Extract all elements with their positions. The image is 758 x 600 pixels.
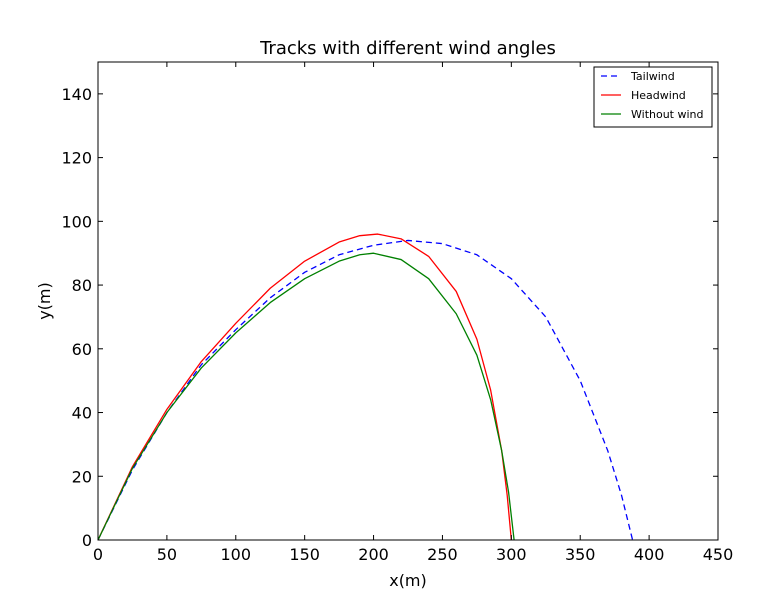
x-tick-label: 100 <box>221 545 252 564</box>
plot-area <box>97 61 719 541</box>
y-tick-label: 60 <box>72 340 92 359</box>
legend-entry: Headwind <box>631 89 686 102</box>
y-tick-label: 80 <box>72 276 92 295</box>
x-tick-label: 200 <box>358 545 389 564</box>
series-line-headwind <box>97 233 512 541</box>
y-axis-ticks: 0 20 40 60 80 100 120 140 <box>61 85 718 550</box>
x-tick-label: 450 <box>703 545 734 564</box>
y-tick-label: 0 <box>82 531 92 550</box>
series-layer <box>97 233 634 541</box>
y-tick-label: 100 <box>61 212 92 231</box>
chart-title: Tracks with different wind angles <box>259 38 556 59</box>
x-axis-label: x(m) <box>389 571 427 590</box>
y-tick-label: 120 <box>61 149 92 168</box>
series-line-without-wind <box>97 252 515 541</box>
x-tick-label: 150 <box>289 545 320 564</box>
legend: Tailwind Headwind Without wind <box>593 66 713 128</box>
x-tick-label: 250 <box>427 545 458 564</box>
y-tick-label: 20 <box>72 467 92 486</box>
legend-entry: Without wind <box>631 108 704 121</box>
y-tick-label: 40 <box>72 404 92 423</box>
legend-box <box>593 66 713 128</box>
x-tick-label: 350 <box>565 545 596 564</box>
legend-entry: Tailwind <box>630 70 675 83</box>
x-tick-label: 400 <box>634 545 665 564</box>
x-tick-label: 0 <box>93 545 103 564</box>
x-tick-label: 300 <box>496 545 527 564</box>
y-axis-label: y(m) <box>35 282 54 320</box>
y-tick-label: 140 <box>61 85 92 104</box>
x-axis-ticks: 0 50 100 150 200 250 300 350 400 450 <box>93 62 733 564</box>
series-line-tailwind <box>97 239 634 541</box>
x-tick-label: 50 <box>157 545 177 564</box>
